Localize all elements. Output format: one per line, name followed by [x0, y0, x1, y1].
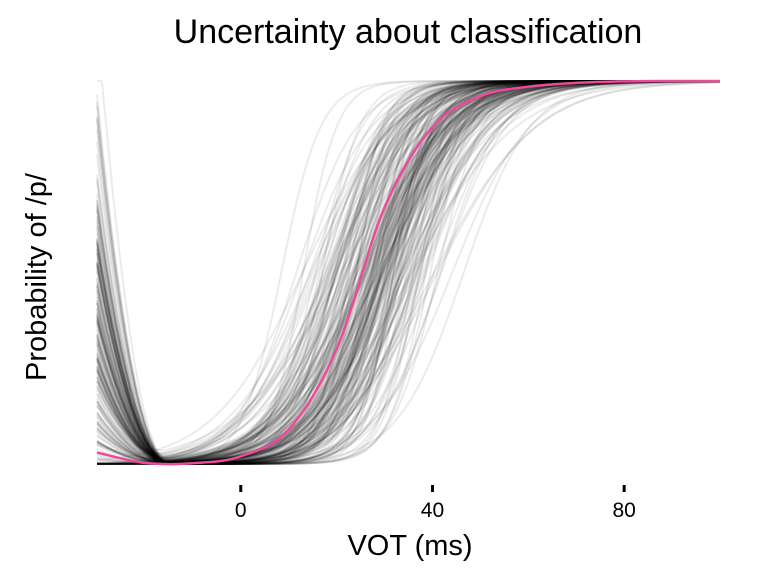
- sample-curve: [96, 80, 720, 460]
- x-tick-label: 80: [612, 499, 635, 522]
- sample-curve: [96, 80, 720, 464]
- sample-curve: [97, 81, 721, 465]
- x-tick-label: 40: [421, 499, 444, 522]
- sample-curve: [96, 80, 720, 457]
- mean-curve-group: [96, 79, 721, 466]
- sample-curve: [96, 80, 720, 461]
- sample-curve: [96, 80, 720, 460]
- sample-curves: [96, 80, 721, 466]
- mean-curve: [96, 79, 721, 466]
- chart-title: Uncertainty about classification: [174, 13, 643, 51]
- sample-curve: [96, 80, 721, 464]
- x-axis: 0 40 80: [235, 485, 636, 522]
- x-axis-label: VOT (ms): [347, 530, 472, 562]
- sample-curve: [96, 81, 721, 463]
- sample-curve: [96, 80, 720, 459]
- sample-curve: [96, 80, 721, 462]
- sample-curve: [96, 80, 720, 464]
- sample-curve: [96, 80, 720, 452]
- y-axis-label: Probability of /p/: [21, 172, 53, 381]
- x-tick-label: 0: [235, 499, 247, 522]
- sample-curve: [96, 81, 721, 462]
